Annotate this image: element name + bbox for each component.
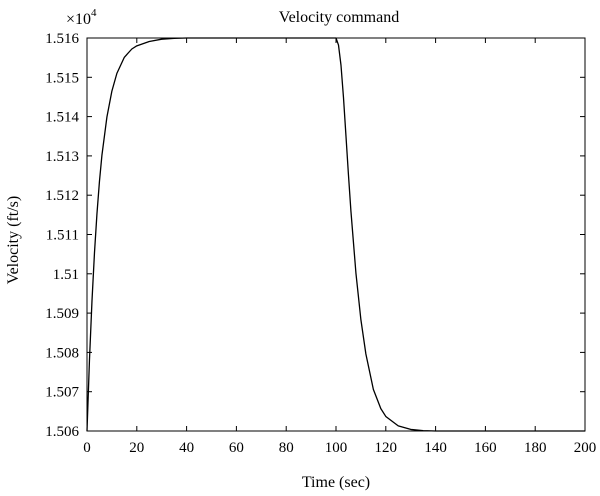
plot-area-frame [86,37,586,432]
y-tick-label: 1.514 [45,110,79,126]
x-tick-label: 0 [83,440,91,456]
y-axis-multiplier-exponent: 4 [91,7,97,19]
y-tick-label: 1.51 [53,267,79,283]
y-axis-title: Velocity (ft/s) [5,196,22,284]
ticks-layer [86,37,586,432]
y-tick-label: 1.506 [45,424,79,440]
series-line-0 [86,37,585,432]
y-tick-label: 1.511 [46,228,79,244]
x-tick-label: 140 [424,440,447,456]
x-tick-label: 40 [179,440,194,456]
x-tick-label: 60 [229,440,244,456]
x-axis-title: Time (sec) [302,474,370,491]
series-layer [86,37,585,432]
y-tick-label: 1.509 [45,306,79,322]
y-tick-label: 1.516 [45,31,79,47]
x-tick-label: 120 [375,440,398,456]
chart-title: Velocity command [279,9,399,26]
x-tick-label: 100 [325,440,348,456]
x-tick-label: 80 [279,440,294,456]
x-tick-label: 160 [474,440,497,456]
tick-labels-layer: 0 20 40 60 80 100 120 140 160 180 200 1.506 1.507 1.5… [45,31,596,456]
y-tick-label: 1.513 [45,149,79,165]
y-tick-label: 1.512 [45,188,79,204]
x-tick-label: 200 [574,440,597,456]
y-tick-label: 1.507 [45,385,79,401]
y-tick-label: 1.508 [45,345,79,361]
x-tick-label: 20 [129,440,144,456]
x-tick-label: 180 [524,440,547,456]
y-axis-multiplier: ×104 [66,7,97,28]
y-axis-multiplier-base: ×10 [66,11,91,28]
y-tick-label: 1.515 [45,70,79,86]
